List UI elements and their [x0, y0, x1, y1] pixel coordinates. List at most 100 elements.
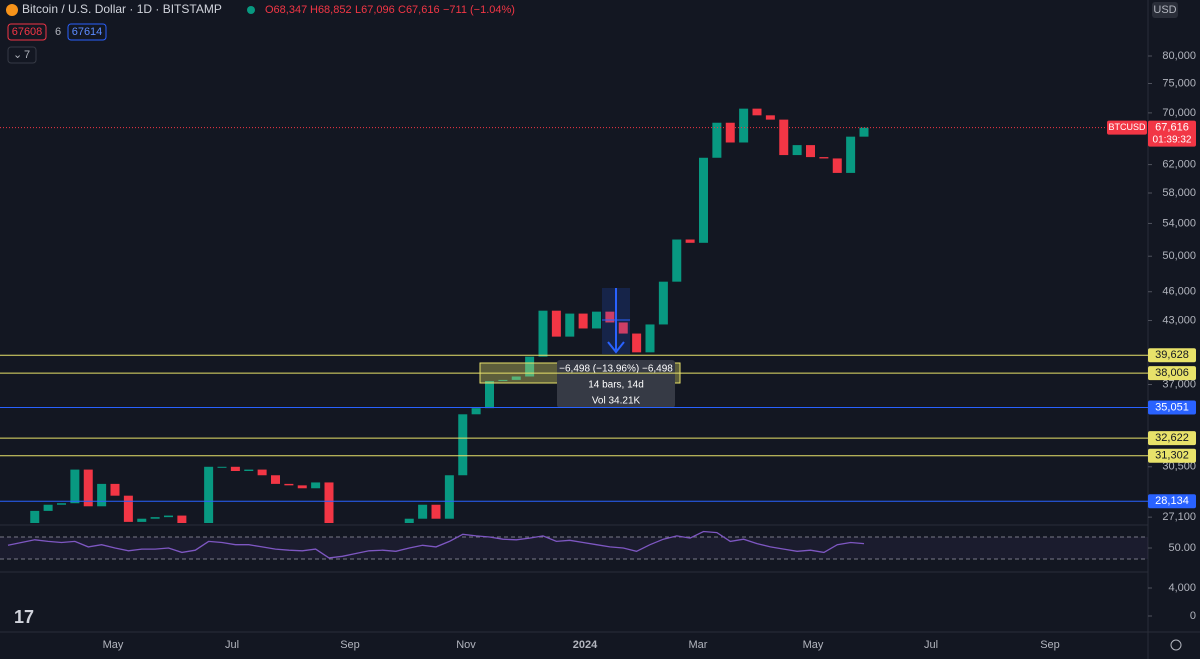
candle	[832, 158, 842, 173]
candle	[271, 475, 280, 484]
candle	[284, 483, 294, 486]
price-tick-label: 80,000	[1162, 50, 1196, 62]
level-label: 32,622	[1155, 432, 1189, 444]
ohlc-close: C67,616	[398, 4, 440, 16]
candle	[765, 115, 775, 120]
candle	[431, 504, 441, 519]
measure-bars: 14 bars, 14d	[588, 380, 644, 391]
candle	[204, 466, 214, 523]
candle	[297, 485, 307, 489]
candle	[217, 466, 227, 468]
price-tick-label: 27,100	[1162, 511, 1196, 523]
candle	[859, 127, 869, 137]
indicator-count: 7	[24, 49, 30, 61]
candle	[418, 504, 428, 519]
price-tick-label: 62,000	[1162, 158, 1196, 170]
price-tick-label: 70,000	[1162, 107, 1196, 119]
candle	[404, 518, 414, 523]
candle	[498, 379, 508, 382]
candle	[806, 145, 815, 158]
candle	[658, 281, 668, 325]
settings-button[interactable]	[1170, 639, 1182, 651]
candle	[164, 515, 173, 518]
time-label: Jul	[924, 639, 938, 651]
candle	[110, 483, 120, 496]
time-label: Nov	[456, 639, 476, 651]
macd-tick-label: 0	[1190, 610, 1196, 622]
spread: 6	[55, 26, 61, 38]
symbol[interactable]: Bitcoin / U.S. Dollar · 1D · BITSTAMP	[22, 2, 222, 16]
candle	[672, 239, 682, 282]
level-label: 39,628	[1155, 349, 1189, 361]
candle	[605, 311, 615, 323]
chevron: ⌄	[13, 49, 22, 61]
candle	[30, 510, 40, 523]
price-tick-label: 58,000	[1162, 187, 1196, 199]
time-label: Sep	[340, 639, 360, 651]
rsi-band	[0, 537, 1148, 559]
indicator-toggle[interactable]	[7, 46, 37, 64]
bid-box[interactable]	[7, 23, 47, 41]
candle	[137, 518, 147, 522]
measure-arrowhead	[607, 341, 625, 354]
rsi-line	[7, 530, 865, 559]
time-label: May	[103, 639, 124, 651]
candle	[525, 356, 535, 377]
candle	[177, 515, 187, 523]
level-label: 38,006	[1155, 367, 1189, 379]
measure-tooltip	[557, 360, 675, 408]
level-label-box	[1148, 448, 1196, 463]
candle	[257, 469, 267, 476]
ask-box[interactable]	[67, 23, 107, 41]
candle	[739, 108, 749, 143]
candle	[645, 324, 655, 353]
symbol-tag-box	[1107, 120, 1147, 135]
level-label-box	[1148, 348, 1196, 363]
candle	[511, 376, 521, 380]
level-label-box	[1148, 431, 1196, 446]
candle	[725, 122, 735, 143]
level-label-box	[1148, 366, 1196, 381]
candle	[458, 414, 468, 476]
candle	[123, 495, 133, 522]
market-status	[247, 6, 255, 14]
candle	[565, 313, 575, 337]
candle	[685, 239, 695, 243]
price-pane	[30, 108, 869, 523]
time-label: Sep	[1040, 639, 1060, 651]
price-tick-label: 50,000	[1162, 250, 1196, 262]
candle	[471, 408, 481, 415]
price-tick-label: 43,000	[1162, 314, 1196, 326]
candle	[244, 469, 254, 472]
currency-button[interactable]	[1152, 2, 1178, 18]
time-label: May	[803, 639, 824, 651]
candle	[712, 122, 722, 158]
candle	[632, 333, 642, 353]
countdown: 01:39:32	[1153, 134, 1192, 145]
currency[interactable]: USD	[1153, 4, 1176, 16]
last-price-box	[1148, 120, 1196, 147]
candle	[779, 119, 789, 156]
candle	[578, 313, 588, 329]
price-tick-label: 75,000	[1162, 77, 1196, 89]
ohlc-open: O68,347	[265, 4, 307, 16]
coin-icon	[6, 4, 18, 16]
candle	[592, 311, 601, 329]
level-label-box	[1148, 400, 1196, 415]
price-tick-label: 54,000	[1162, 217, 1196, 229]
candle	[150, 517, 160, 519]
candle	[70, 469, 80, 504]
level-label: 31,302	[1155, 450, 1189, 462]
candle	[538, 310, 548, 357]
price-tick-label: 30,500	[1162, 461, 1196, 473]
candle	[324, 482, 334, 523]
candle	[819, 157, 829, 159]
candle	[846, 136, 856, 173]
candle	[699, 157, 708, 243]
measure-volume: Vol 34.21K	[592, 396, 641, 407]
tv-logo: 17	[14, 607, 34, 627]
ohlc-high: H68,852	[310, 4, 352, 16]
level-label: 35,051	[1155, 401, 1189, 413]
